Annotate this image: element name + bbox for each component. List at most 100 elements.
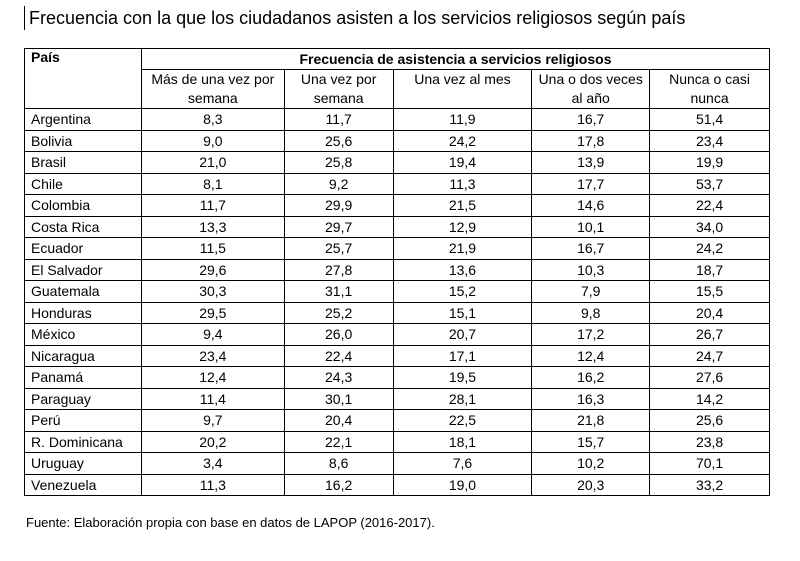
table-row: Nicaragua 23,4 22,4 17,1 12,4 24,7 bbox=[24, 344, 770, 367]
value-cell: 27,6 bbox=[649, 366, 770, 389]
value-cell: 17,7 bbox=[531, 172, 651, 195]
value-cell: 11,4 bbox=[140, 387, 285, 410]
value-cell: 9,0 bbox=[140, 129, 285, 152]
frequency-table: País Frecuencia de asistencia a servicio… bbox=[24, 48, 771, 496]
value-cell: 19,9 bbox=[649, 151, 770, 174]
country-cell: México bbox=[24, 323, 142, 346]
value-cell: 25,2 bbox=[283, 301, 394, 324]
country-cell: Ecuador bbox=[24, 237, 142, 260]
table-row: R. Dominicana 20,2 22,1 18,1 15,7 23,8 bbox=[24, 430, 770, 453]
value-cell: 13,3 bbox=[140, 215, 285, 238]
value-cell: 26,7 bbox=[649, 323, 770, 346]
value-cell: 12,4 bbox=[531, 344, 651, 367]
column-header: Más de una vez por semana bbox=[140, 69, 285, 109]
value-cell: 18,7 bbox=[649, 258, 770, 281]
value-cell: 15,1 bbox=[392, 301, 533, 324]
value-cell: 28,1 bbox=[392, 387, 533, 410]
value-cell: 12,4 bbox=[140, 366, 285, 389]
country-cell: Paraguay bbox=[24, 387, 142, 410]
value-cell: 19,5 bbox=[392, 366, 533, 389]
page-title: Frecuencia con la que los ciudadanos asi… bbox=[24, 6, 685, 30]
value-cell: 11,7 bbox=[140, 194, 285, 217]
table-row: Chile 8,1 9,2 11,3 17,7 53,7 bbox=[24, 172, 770, 195]
country-cell: El Salvador bbox=[24, 258, 142, 281]
value-cell: 15,5 bbox=[649, 280, 770, 303]
value-cell: 21,8 bbox=[531, 409, 651, 432]
value-cell: 9,4 bbox=[140, 323, 285, 346]
country-cell: Honduras bbox=[24, 301, 142, 324]
table-header-row: País Frecuencia de asistencia a servicio… bbox=[24, 48, 771, 109]
value-cell: 19,4 bbox=[392, 151, 533, 174]
value-cell: 13,6 bbox=[392, 258, 533, 281]
value-cell: 33,2 bbox=[649, 473, 770, 496]
table-row: Costa Rica 13,3 29,7 12,9 10,1 34,0 bbox=[24, 215, 770, 238]
value-cell: 11,9 bbox=[392, 108, 533, 131]
table-row: Honduras 29,5 25,2 15,1 9,8 20,4 bbox=[24, 301, 770, 324]
value-cell: 16,3 bbox=[531, 387, 651, 410]
value-cell: 20,2 bbox=[140, 430, 285, 453]
value-cell: 23,8 bbox=[649, 430, 770, 453]
column-header: Nunca o casi nunca bbox=[649, 69, 770, 109]
value-cell: 16,7 bbox=[531, 108, 651, 131]
value-cell: 27,8 bbox=[283, 258, 394, 281]
value-cell: 17,1 bbox=[392, 344, 533, 367]
country-cell: Nicaragua bbox=[24, 344, 142, 367]
value-cell: 34,0 bbox=[649, 215, 770, 238]
value-cell: 29,6 bbox=[140, 258, 285, 281]
value-cell: 9,7 bbox=[140, 409, 285, 432]
value-cell: 25,8 bbox=[283, 151, 394, 174]
value-cell: 22,1 bbox=[283, 430, 394, 453]
country-cell: Colombia bbox=[24, 194, 142, 217]
table-row: Panamá 12,4 24,3 19,5 16,2 27,6 bbox=[24, 366, 770, 389]
country-cell: Costa Rica bbox=[24, 215, 142, 238]
value-cell: 70,1 bbox=[649, 452, 770, 475]
value-cell: 10,2 bbox=[531, 452, 651, 475]
value-cell: 8,6 bbox=[283, 452, 394, 475]
country-cell: Uruguay bbox=[24, 452, 142, 475]
value-cell: 26,0 bbox=[283, 323, 394, 346]
value-cell: 10,1 bbox=[531, 215, 651, 238]
value-cell: 23,4 bbox=[140, 344, 285, 367]
value-cell: 9,2 bbox=[283, 172, 394, 195]
table-row: Paraguay 11,4 30,1 28,1 16,3 14,2 bbox=[24, 387, 770, 410]
table-body: Argentina 8,3 11,7 11,9 16,7 51,4 Bolivia 9,0 25… bbox=[24, 108, 770, 496]
value-cell: 11,3 bbox=[140, 473, 285, 496]
table-row: México 9,4 26,0 20,7 17,2 26,7 bbox=[24, 323, 770, 346]
group-column-header: Frecuencia de asistencia a servicios rel… bbox=[140, 48, 771, 70]
value-cell: 18,1 bbox=[392, 430, 533, 453]
column-header: Una vez por semana bbox=[283, 69, 394, 109]
table-row: El Salvador 29,6 27,8 13,6 10,3 18,7 bbox=[24, 258, 770, 281]
value-cell: 22,4 bbox=[283, 344, 394, 367]
value-cell: 16,2 bbox=[531, 366, 651, 389]
table-row: Uruguay 3,4 8,6 7,6 10,2 70,1 bbox=[24, 452, 770, 475]
value-cell: 17,8 bbox=[531, 129, 651, 152]
value-cell: 19,0 bbox=[392, 473, 533, 496]
value-cell: 15,2 bbox=[392, 280, 533, 303]
country-cell: Panamá bbox=[24, 366, 142, 389]
value-cell: 30,1 bbox=[283, 387, 394, 410]
value-cell: 25,6 bbox=[649, 409, 770, 432]
value-cell: 24,3 bbox=[283, 366, 394, 389]
value-cell: 31,1 bbox=[283, 280, 394, 303]
value-cell: 20,4 bbox=[649, 301, 770, 324]
value-cell: 7,9 bbox=[531, 280, 651, 303]
value-cell: 21,9 bbox=[392, 237, 533, 260]
value-cell: 12,9 bbox=[392, 215, 533, 238]
country-cell: Venezuela bbox=[24, 473, 142, 496]
source-note: Fuente: Elaboración propia con base en d… bbox=[26, 515, 435, 530]
value-cell: 24,2 bbox=[392, 129, 533, 152]
country-cell: Argentina bbox=[24, 108, 142, 131]
value-cell: 14,6 bbox=[531, 194, 651, 217]
value-cell: 11,3 bbox=[392, 172, 533, 195]
value-cell: 22,4 bbox=[649, 194, 770, 217]
value-cell: 16,2 bbox=[283, 473, 394, 496]
value-cell: 29,5 bbox=[140, 301, 285, 324]
value-cell: 30,3 bbox=[140, 280, 285, 303]
table-row: Guatemala 30,3 31,1 15,2 7,9 15,5 bbox=[24, 280, 770, 303]
country-cell: Chile bbox=[24, 172, 142, 195]
value-cell: 21,5 bbox=[392, 194, 533, 217]
country-cell: Brasil bbox=[24, 151, 142, 174]
table-subheader-row: Más de una vez por semana Una vez por se… bbox=[25, 69, 770, 109]
value-cell: 24,2 bbox=[649, 237, 770, 260]
column-header: Una o dos veces al año bbox=[531, 69, 651, 109]
